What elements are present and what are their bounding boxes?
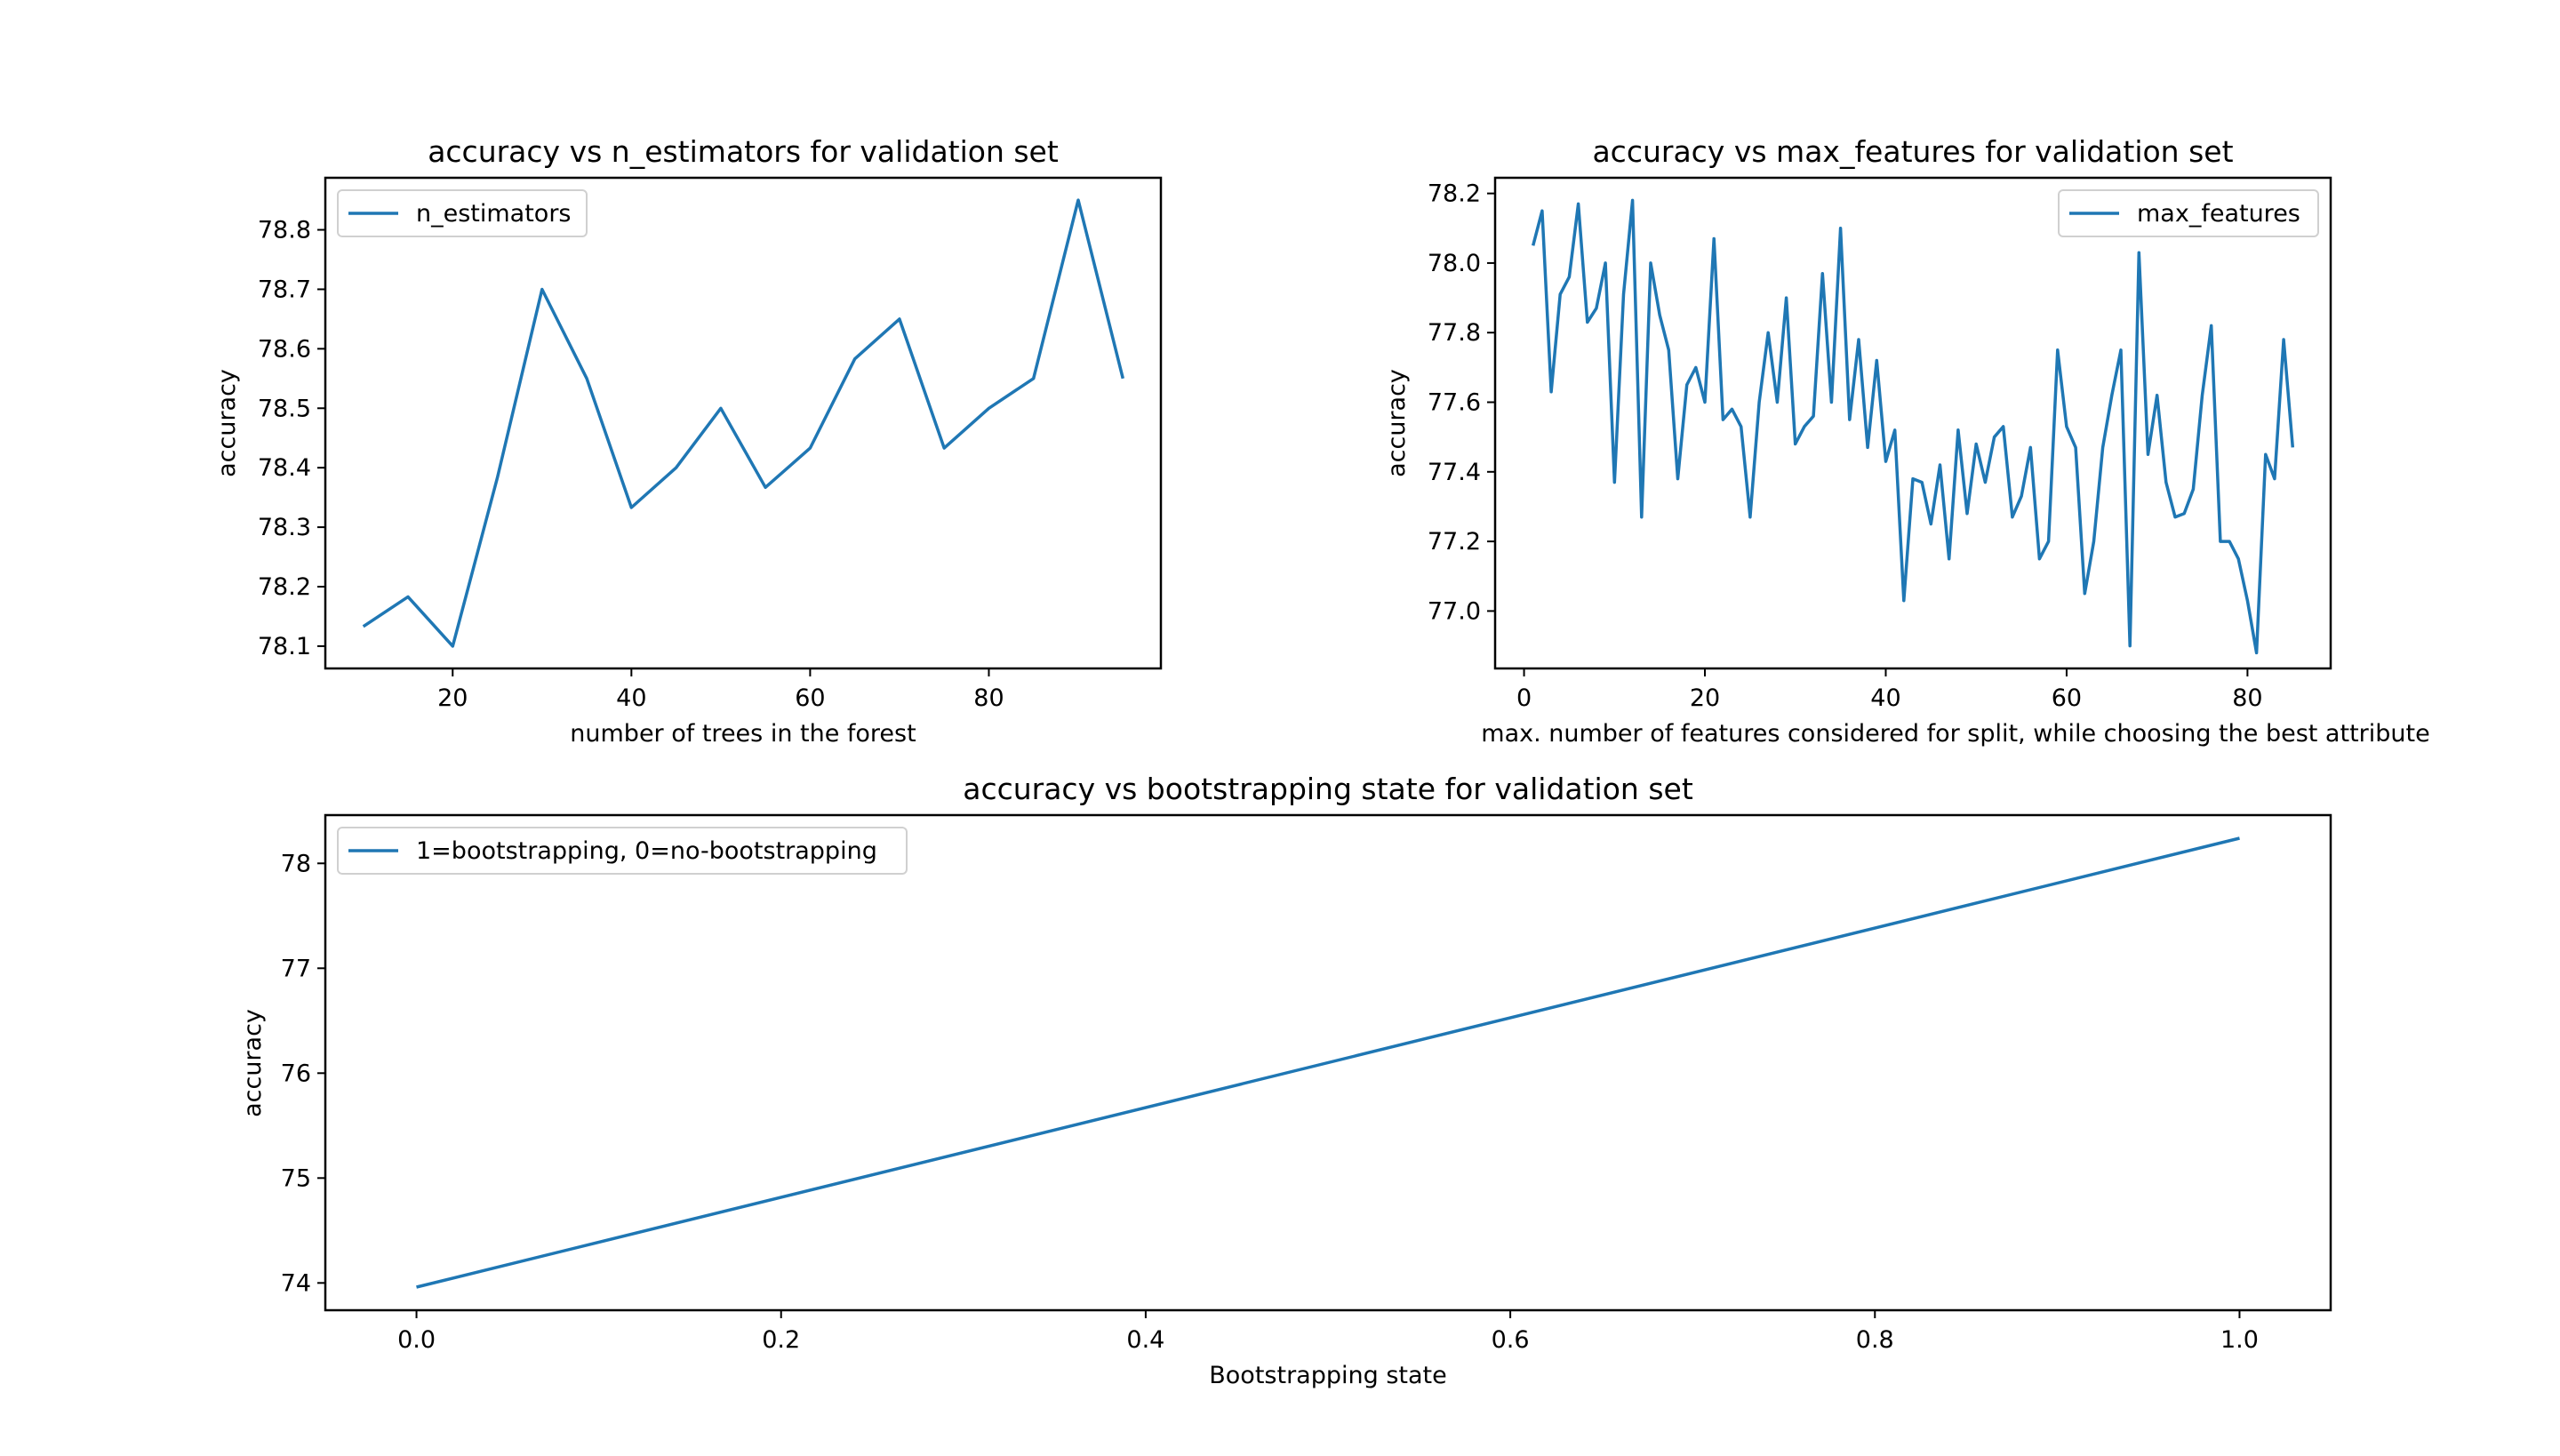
x-tick-label: 0.4 bbox=[1126, 1326, 1164, 1354]
y-tick-label: 78.6 bbox=[258, 335, 311, 363]
legend: 1=bootstrapping, 0=no-bootstrapping bbox=[337, 827, 908, 875]
x-tick-label: 0.0 bbox=[397, 1326, 436, 1354]
y-tick-label: 78.5 bbox=[258, 395, 311, 422]
x-tick-label: 0 bbox=[1516, 684, 1532, 712]
legend-box bbox=[337, 189, 588, 237]
x-tick-label: 20 bbox=[437, 684, 468, 712]
series-line bbox=[416, 836, 2240, 1289]
x-tick-label: 20 bbox=[1690, 684, 1720, 712]
legend: max_features bbox=[2058, 189, 2319, 237]
x-tick-label: 0.2 bbox=[762, 1326, 800, 1354]
axes-frame bbox=[324, 813, 2332, 1312]
y-tick-label: 78.8 bbox=[258, 217, 311, 244]
chart-max-features: accuracy vs max_features for validation … bbox=[1383, 134, 2430, 748]
y-tick-label: 74 bbox=[281, 1269, 311, 1297]
y-axis-label: accuracy bbox=[213, 369, 241, 477]
y-tick-label: 78.2 bbox=[1428, 180, 1481, 208]
y-tick-label: 77.2 bbox=[1428, 528, 1481, 556]
y-tick-label: 78 bbox=[281, 850, 311, 877]
legend-label: max_features bbox=[2137, 200, 2300, 228]
chart-title: accuracy vs bootstrapping state for vali… bbox=[963, 772, 1693, 806]
x-tick-label: 60 bbox=[795, 684, 825, 712]
chart-bootstrapping: accuracy vs bootstrapping state for vali… bbox=[239, 772, 2332, 1389]
legend: n_estimators bbox=[337, 189, 588, 237]
y-axis-label: accuracy bbox=[1383, 369, 1411, 477]
y-tick-label: 77.0 bbox=[1428, 597, 1481, 625]
x-axis-label: Bootstrapping state bbox=[1209, 1362, 1446, 1389]
series-line bbox=[362, 198, 1124, 648]
y-tick-label: 78.7 bbox=[258, 276, 311, 303]
legend-box bbox=[337, 827, 908, 875]
y-tick-label: 77.6 bbox=[1428, 389, 1481, 417]
chart-title: accuracy vs max_features for validation … bbox=[1592, 134, 2233, 169]
y-tick-label: 78.1 bbox=[258, 633, 311, 660]
x-tick-label: 0.8 bbox=[1856, 1326, 1894, 1354]
y-axis-label: accuracy bbox=[239, 1009, 267, 1117]
y-tick-label: 75 bbox=[281, 1164, 311, 1192]
y-tick-label: 77.8 bbox=[1428, 319, 1481, 347]
y-tick-label: 78.0 bbox=[1428, 250, 1481, 277]
x-tick-label: 0.6 bbox=[1492, 1326, 1530, 1354]
series-line bbox=[1532, 198, 2295, 655]
axes-frame bbox=[1493, 176, 2332, 670]
axes-frame bbox=[324, 176, 1163, 670]
x-axis-label: max. number of features considered for s… bbox=[1481, 720, 2429, 748]
legend-label: 1=bootstrapping, 0=no-bootstrapping bbox=[416, 837, 877, 865]
legend-box bbox=[2058, 189, 2319, 237]
y-tick-label: 78.4 bbox=[258, 454, 311, 482]
x-tick-label: 60 bbox=[2052, 684, 2082, 712]
chart-title: accuracy vs n_estimators for validation … bbox=[428, 134, 1059, 169]
x-tick-label: 1.0 bbox=[2220, 1326, 2259, 1354]
x-tick-label: 40 bbox=[1870, 684, 1900, 712]
y-tick-label: 76 bbox=[281, 1060, 311, 1087]
y-tick-label: 77 bbox=[281, 955, 311, 982]
x-tick-label: 80 bbox=[2232, 684, 2262, 712]
chart-n-estimators: accuracy vs n_estimators for validation … bbox=[213, 134, 1163, 748]
x-axis-label: number of trees in the forest bbox=[570, 720, 916, 748]
legend-label: n_estimators bbox=[416, 200, 572, 228]
x-tick-label: 40 bbox=[616, 684, 646, 712]
y-tick-label: 77.4 bbox=[1428, 459, 1481, 486]
x-tick-label: 80 bbox=[973, 684, 1004, 712]
y-tick-label: 78.2 bbox=[258, 573, 311, 601]
y-tick-label: 78.3 bbox=[258, 514, 311, 541]
